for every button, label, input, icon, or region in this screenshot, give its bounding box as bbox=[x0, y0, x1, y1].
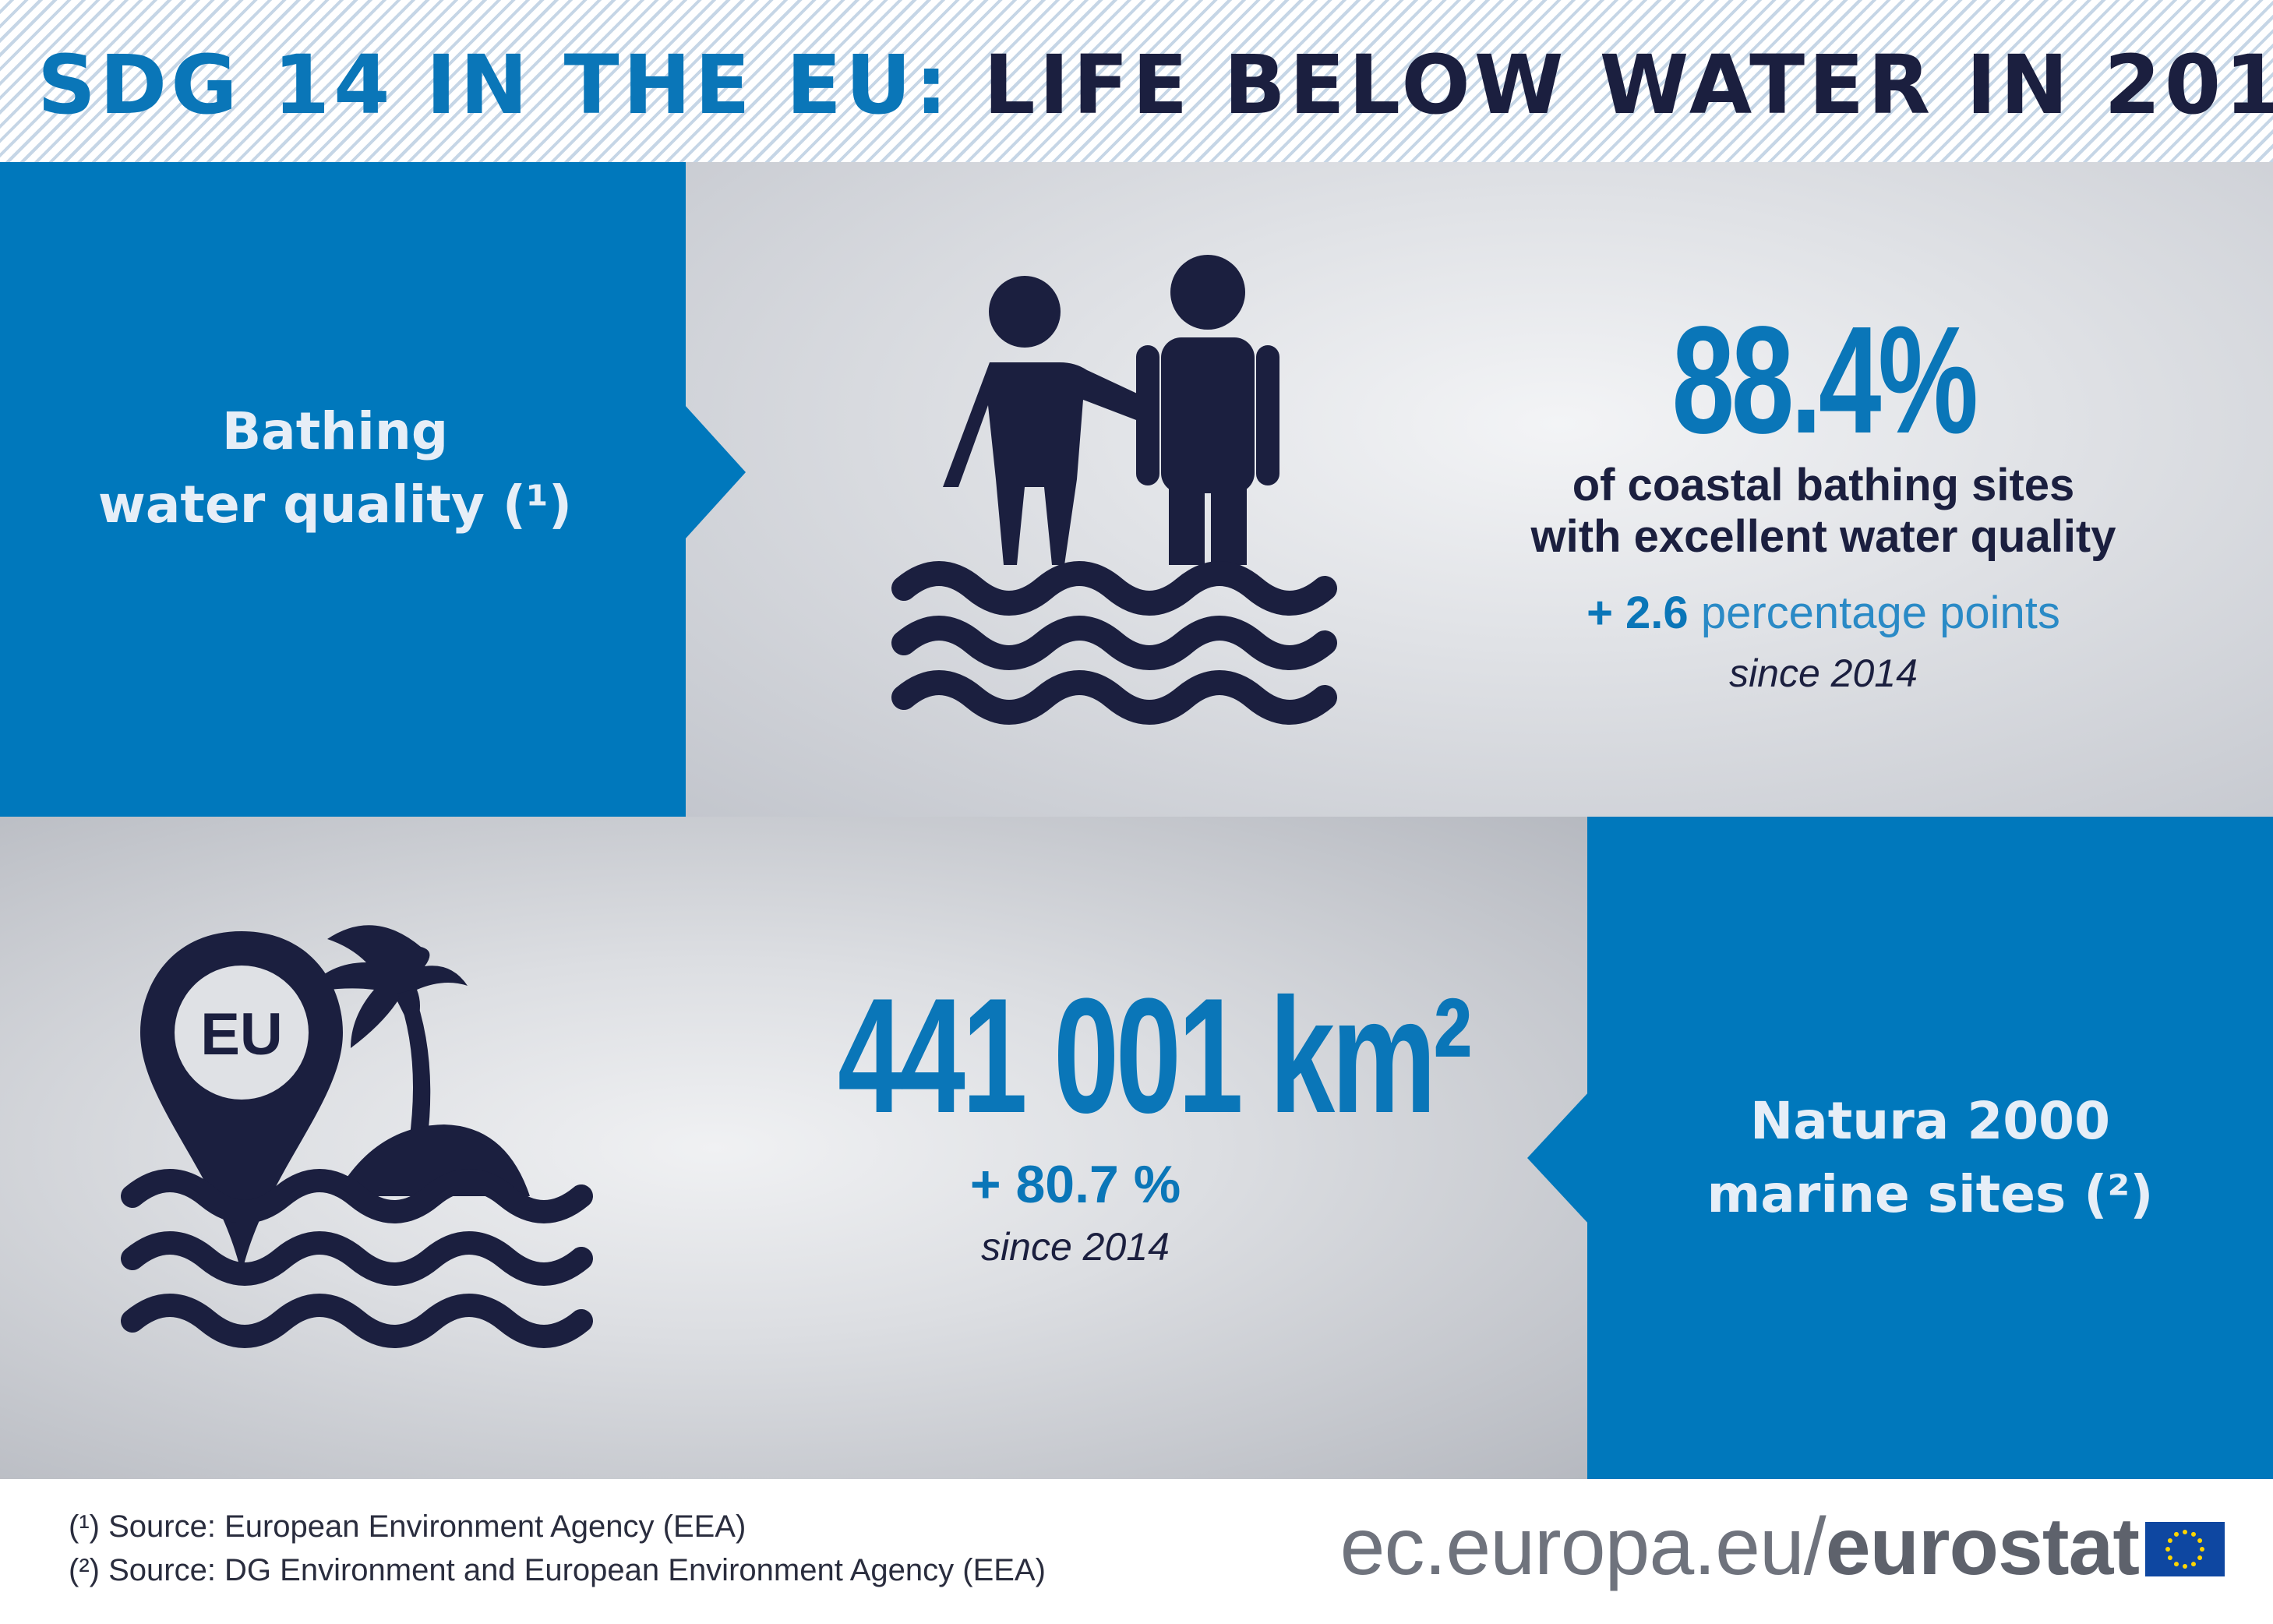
eu-flag-icon bbox=[2145, 1522, 2225, 1576]
since-label: since 2014 bbox=[981, 1225, 1170, 1269]
flag-star bbox=[2183, 1530, 2187, 1534]
label-line: water quality (¹) bbox=[97, 475, 573, 535]
title-prefix: SDG 14 IN THE EU: bbox=[37, 37, 951, 132]
label-line: Bathing bbox=[221, 401, 449, 461]
footnote-source-2: (²) Source: DG Environment and European … bbox=[69, 1553, 1046, 1587]
eu-pin-text: EU bbox=[200, 1001, 283, 1068]
flag-star bbox=[2174, 1562, 2179, 1567]
flag-star bbox=[2167, 1555, 2172, 1560]
coastal-bathing-percentage: 88.4% bbox=[1671, 295, 1978, 465]
bathing-water-quality-label: Bathing water quality (¹) bbox=[31, 395, 639, 542]
natura-marine-area: 441 001 km² bbox=[838, 964, 1472, 1147]
stat-description: with excellent water quality bbox=[1530, 511, 2116, 562]
eu-location-pin-island-icon: EU bbox=[121, 925, 593, 1348]
bathing-stat-panel bbox=[686, 162, 2273, 817]
footnote-source-1: (¹) Source: European Environment Agency … bbox=[69, 1509, 746, 1544]
bathers-in-water-icon bbox=[891, 255, 1337, 725]
change-unit: percentage points bbox=[1700, 588, 2060, 638]
flag-star bbox=[2197, 1555, 2203, 1560]
stat-description: of coastal bathing sites bbox=[1572, 460, 2075, 510]
change-value: + 2.6 bbox=[1587, 588, 1689, 638]
flag-star bbox=[2174, 1531, 2179, 1537]
label-line: marine sites (²) bbox=[1707, 1164, 2154, 1224]
pointer-arrow-left-icon bbox=[1527, 1091, 1590, 1225]
url-prefix: ec.europa.eu/ bbox=[1339, 1502, 1827, 1592]
bathing-label-panel bbox=[0, 162, 686, 817]
pointer-arrow-right-icon bbox=[685, 405, 746, 539]
flag-star bbox=[2200, 1547, 2204, 1552]
natura-2000-marine-sites-label: Natura 2000 marine sites (²) bbox=[1587, 1085, 2273, 1231]
natura-change: + 80.7 % bbox=[969, 1155, 1181, 1214]
flag-star bbox=[2183, 1564, 2187, 1569]
eurostat-url[interactable]: ec.europa.eu/eurostat bbox=[1325, 1496, 2140, 1598]
url-brand: eurostat bbox=[1825, 1502, 2140, 1592]
flag-star bbox=[2167, 1538, 2172, 1543]
header-banner: SDG 14 IN THE EU: LIFE BELOW WATER IN 20… bbox=[0, 0, 2273, 162]
since-label: since 2014 bbox=[1729, 651, 1918, 695]
label-line: Natura 2000 bbox=[1749, 1091, 2111, 1151]
bathing-change: + 2.6 percentage points bbox=[1418, 588, 2229, 639]
page-title: SDG 14 IN THE EU: LIFE BELOW WATER IN 20… bbox=[37, 34, 2273, 136]
title-main: LIFE BELOW WATER IN 2019 bbox=[983, 37, 2273, 132]
flag-star bbox=[2191, 1531, 2196, 1537]
flag-star bbox=[2191, 1562, 2196, 1567]
natura-label-panel bbox=[1587, 817, 2273, 1479]
flag-star bbox=[2197, 1538, 2203, 1543]
flag-star bbox=[2165, 1547, 2170, 1552]
